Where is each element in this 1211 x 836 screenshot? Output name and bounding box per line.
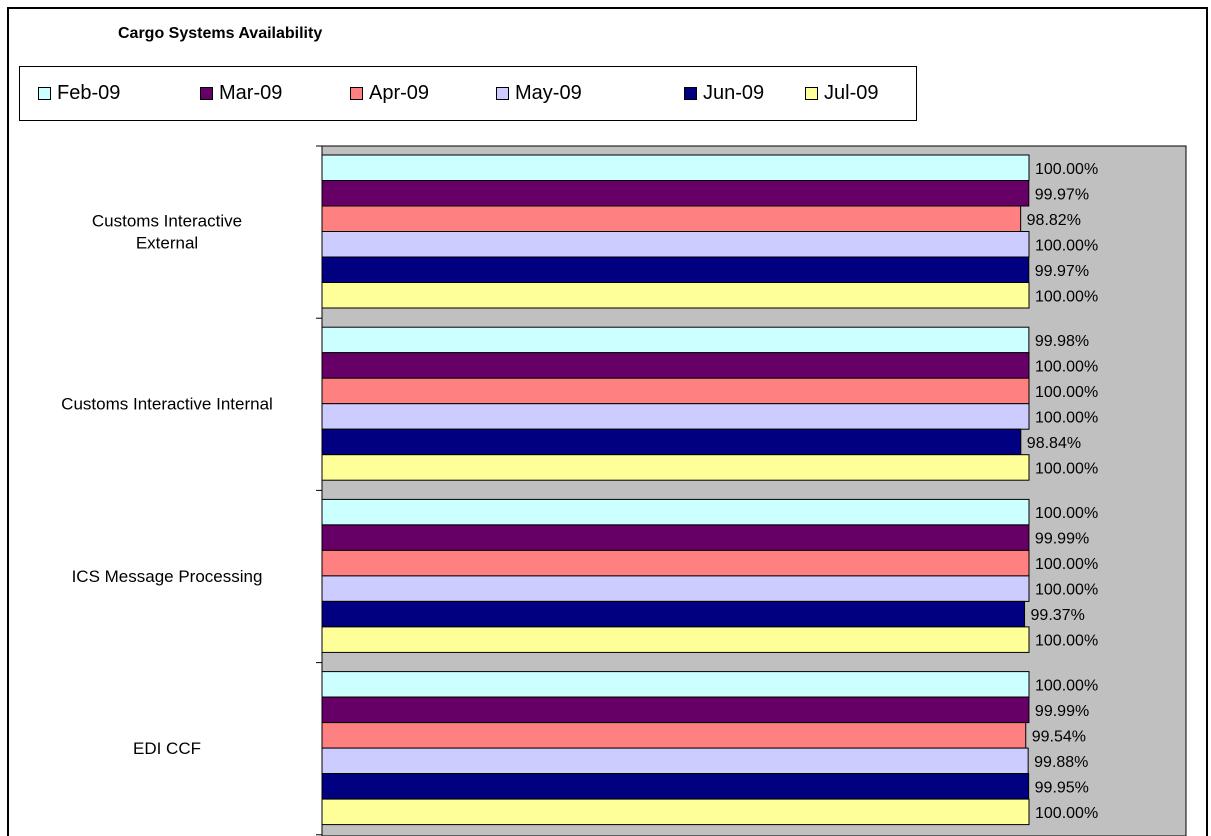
data-label: 99.88% — [1034, 754, 1088, 771]
data-label: 100.00% — [1035, 409, 1098, 426]
bar — [321, 154, 1030, 181]
data-label: 100.00% — [1035, 237, 1098, 254]
legend-swatch — [496, 87, 509, 100]
legend-item: Jun-09 — [684, 82, 764, 105]
data-label: 100.00% — [1035, 805, 1098, 822]
bar — [321, 773, 1030, 800]
data-label: 100.00% — [1035, 556, 1098, 573]
data-label: 99.98% — [1035, 333, 1089, 350]
category-label: EDI CCF — [133, 739, 201, 758]
data-label: 99.37% — [1031, 607, 1085, 624]
bar — [321, 231, 1030, 258]
bar — [321, 524, 1030, 551]
chart-frame — [7, 7, 1208, 836]
bar — [321, 696, 1030, 724]
legend-label: Jul-09 — [824, 82, 879, 104]
bar — [321, 205, 1022, 232]
category-label: Customs Interactive — [92, 212, 242, 231]
legend-swatch — [350, 87, 363, 100]
bar — [321, 575, 1030, 602]
chart-title: Cargo Systems Availability — [118, 25, 323, 42]
bar — [321, 498, 1030, 526]
bar — [321, 549, 1030, 577]
legend-item: Mar-09 — [200, 82, 282, 105]
data-label: 99.99% — [1035, 531, 1089, 548]
legend-label: Feb-09 — [57, 82, 121, 104]
bar — [321, 626, 1030, 653]
chart-legend: Feb-09 Mar-09 Apr-09 May-09 Jun-09 Jul-09 — [19, 66, 917, 121]
category-label: Customs Interactive Internal — [61, 395, 273, 414]
bar — [321, 600, 1026, 628]
category-label: ICS Message Processing — [72, 567, 263, 586]
data-label: 100.00% — [1035, 288, 1098, 305]
legend-label: Apr-09 — [369, 82, 430, 104]
legend-swatch — [684, 87, 697, 100]
data-label: 99.97% — [1035, 263, 1089, 280]
bar — [321, 671, 1030, 698]
data-label: 99.99% — [1035, 703, 1089, 720]
legend-swatch — [38, 87, 51, 100]
bar — [321, 747, 1029, 775]
data-label: 98.82% — [1027, 212, 1081, 229]
legend-label: May-09 — [515, 82, 582, 104]
data-label: 100.00% — [1035, 633, 1098, 650]
bar — [321, 454, 1030, 481]
bar — [321, 326, 1030, 354]
bar — [321, 403, 1030, 430]
bar — [321, 256, 1030, 283]
data-label: 100.00% — [1035, 358, 1098, 375]
legend-label: Mar-09 — [219, 82, 283, 104]
bar — [321, 282, 1030, 309]
data-label: 99.54% — [1032, 728, 1086, 745]
legend-swatch — [805, 87, 818, 100]
data-label: 100.00% — [1035, 582, 1098, 599]
data-label: 98.84% — [1027, 435, 1081, 452]
bar — [321, 180, 1030, 207]
data-label: 100.00% — [1035, 505, 1098, 522]
bar — [321, 428, 1022, 456]
data-label: 100.00% — [1035, 460, 1098, 477]
legend-item: May-09 — [496, 82, 582, 105]
legend-label: Jun-09 — [703, 82, 765, 104]
bar — [321, 798, 1030, 826]
legend-item: Apr-09 — [350, 82, 429, 105]
data-label: 100.00% — [1035, 677, 1098, 694]
data-label: 99.95% — [1035, 779, 1089, 796]
bar — [321, 377, 1030, 405]
legend-item: Feb-09 — [38, 82, 120, 105]
bar — [321, 352, 1030, 379]
data-label: 100.00% — [1035, 384, 1098, 401]
legend-item: Jul-09 — [805, 82, 878, 105]
legend-swatch — [200, 87, 213, 100]
data-label: 100.00% — [1035, 161, 1098, 178]
bar — [321, 722, 1027, 749]
data-label: 99.97% — [1035, 186, 1089, 203]
category-label: External — [136, 234, 198, 253]
